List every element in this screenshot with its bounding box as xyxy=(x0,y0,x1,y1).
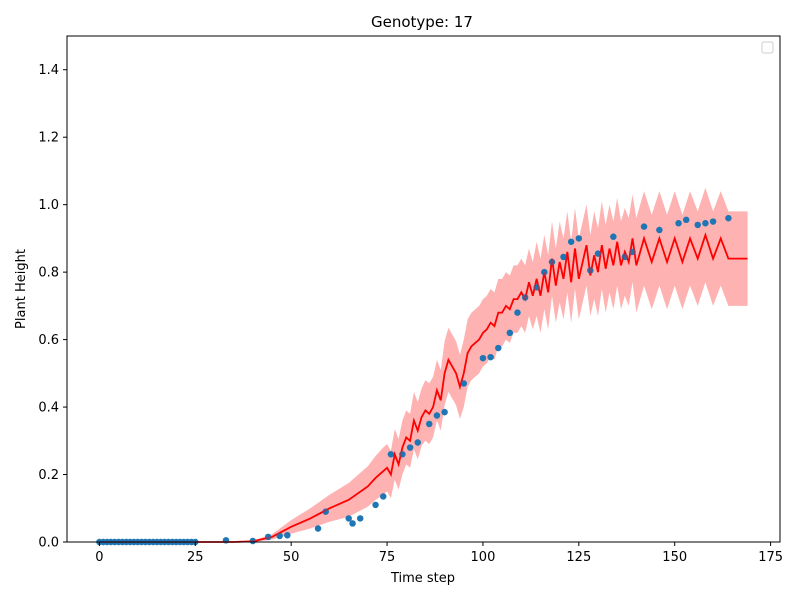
observed-point-overlay xyxy=(487,353,494,361)
observed-point-overlay xyxy=(521,294,529,301)
observed-point-overlay xyxy=(567,238,575,245)
x-axis: 0 25 50 75 100 125 150 175 xyxy=(95,542,783,565)
observed-point-overlay xyxy=(506,329,513,337)
prediction-band xyxy=(99,187,748,543)
observed-point-overlay xyxy=(683,216,690,224)
chart-title: Genotype: 17 xyxy=(371,13,473,31)
y-tick-label: 0.8 xyxy=(38,266,59,281)
plot-frame xyxy=(66,35,781,543)
observed-point-overlay xyxy=(587,267,594,274)
y-tick-label: 1.2 xyxy=(38,131,59,146)
x-tick-label: 150 xyxy=(662,550,687,565)
observed-point-overlay xyxy=(725,214,732,222)
y-tick-label: 0.0 xyxy=(38,536,59,551)
y-tick-label: 0.4 xyxy=(38,401,59,416)
observed-point-overlay xyxy=(640,223,648,230)
observed-point-overlay xyxy=(514,309,521,316)
observed-point-overlay xyxy=(372,501,379,509)
observed-point-overlay xyxy=(629,248,636,256)
observed-point-overlay xyxy=(249,537,257,545)
x-tick-label: 125 xyxy=(566,550,591,565)
observed-point-overlay xyxy=(387,451,395,458)
observed-point-overlay xyxy=(709,218,717,225)
y-axis: 0.0 0.2 0.4 0.6 0.8 1.0 1.2 1.4 xyxy=(38,63,67,551)
observed-point-overlay xyxy=(426,420,433,428)
observed-point-overlay xyxy=(276,532,283,540)
observed-point-overlay xyxy=(575,235,583,242)
observed-point-overlay xyxy=(675,220,682,227)
observed-point-overlay xyxy=(560,253,567,261)
observed-point-overlay xyxy=(433,412,441,419)
observed-point-overlay xyxy=(460,380,467,387)
observed-point-overlay xyxy=(656,226,663,234)
observed-point-overlay xyxy=(441,408,448,416)
x-axis-label: Time step xyxy=(390,571,455,586)
x-tick-label: 175 xyxy=(758,550,783,565)
observed-point-overlay xyxy=(380,493,387,500)
x-tick-label: 75 xyxy=(379,550,396,565)
observed-point-overlay xyxy=(264,533,272,541)
observed-point-overlay xyxy=(479,354,487,362)
observed-point-overlay xyxy=(548,258,556,266)
observed-point-overlay xyxy=(621,253,629,261)
observed-point-overlay xyxy=(594,250,602,257)
observed-point-overlay xyxy=(541,268,548,276)
x-tick-label: 25 xyxy=(187,550,204,565)
y-tick-label: 1.0 xyxy=(38,198,59,213)
y-tick-label: 0.2 xyxy=(38,468,59,483)
y-axis-label: Plant Height xyxy=(14,249,29,329)
observed-point-overlay xyxy=(414,439,421,446)
observed-point-overlay xyxy=(322,508,329,515)
observed-point-overlay xyxy=(349,520,356,527)
observed-point-overlay xyxy=(345,515,352,522)
plot-area xyxy=(96,187,748,546)
observed-point-overlay xyxy=(284,532,291,539)
observed-point-overlay xyxy=(406,444,414,451)
observed-point-overlay xyxy=(702,220,709,227)
observed-point-overlay xyxy=(222,537,230,544)
x-tick-label: 100 xyxy=(471,550,496,565)
observed-point-overlay xyxy=(357,515,364,522)
x-tick-label: 0 xyxy=(95,550,103,565)
observed-point-overlay xyxy=(495,344,502,352)
observed-point-overlay xyxy=(314,525,322,532)
observed-point-overlay xyxy=(399,451,406,458)
y-tick-label: 1.4 xyxy=(38,63,59,78)
y-tick-label: 0.6 xyxy=(38,333,59,348)
observed-point-overlay xyxy=(610,233,617,240)
x-tick-label: 50 xyxy=(283,550,300,565)
prediction-line xyxy=(99,232,748,543)
legend-box xyxy=(761,41,774,54)
observed-point-overlay xyxy=(694,221,701,229)
observed-point-overlay xyxy=(533,284,540,291)
